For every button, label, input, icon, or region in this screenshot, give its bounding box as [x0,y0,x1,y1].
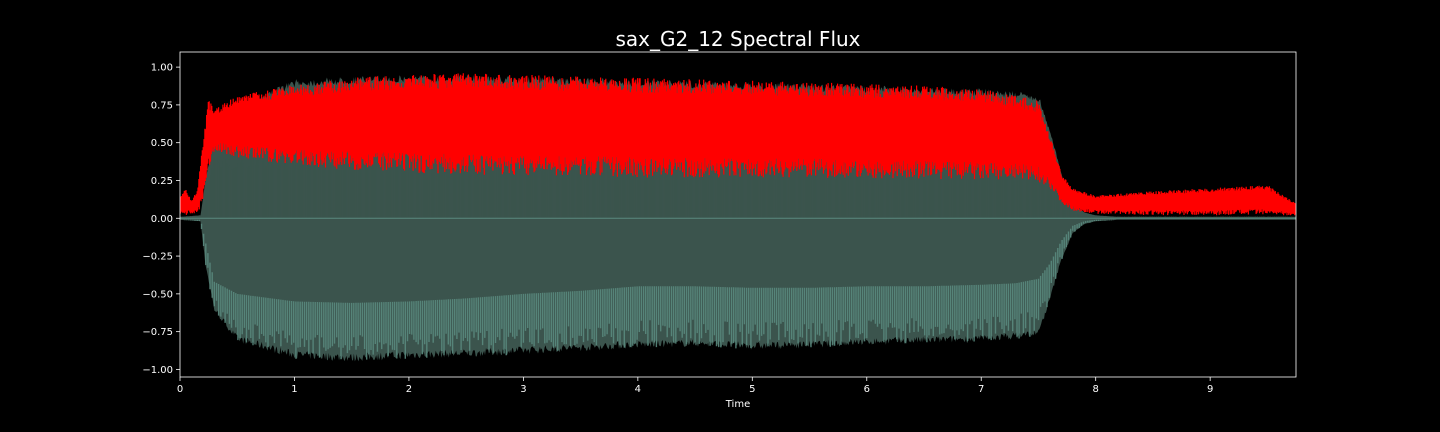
x-tick-label-3: 3 [520,384,526,395]
x-axis-label: Time [725,399,750,410]
y-tick-label-7: −0.75 [142,327,173,338]
y-axis: 1.00 0.75 0.50 0.25 0.00 −0.25 −0.50 −0.75 −1.00 [142,63,180,376]
plot-area [180,73,1296,362]
y-tick-label-3: 0.25 [151,176,173,187]
x-tick-label-8: 8 [1093,384,1099,395]
y-tick-label-2: 0.50 [151,138,173,149]
x-axis: 0 1 2 3 4 5 6 7 8 9 [177,377,1213,395]
x-tick-label-5: 5 [749,384,755,395]
waveform-inner-upper [180,150,1296,219]
y-tick-label-6: −0.50 [142,289,173,300]
x-tick-label-9: 9 [1207,384,1213,395]
x-tick-label-4: 4 [635,384,641,395]
axes-frame [179,51,1297,378]
spectral-flux-line [180,73,1296,216]
x-tick-label-6: 6 [864,384,870,395]
x-tick-label-2: 2 [406,384,412,395]
y-tick-label-5: −0.25 [142,252,173,263]
x-tick-label-1: 1 [291,384,297,395]
chart-title: sax_G2_12 Spectral Flux [615,27,860,51]
y-tick-label-8: −1.00 [142,365,173,376]
y-tick-label-0: 1.00 [151,63,173,74]
waveform-inner-lower [181,219,1117,360]
x-tick-label-0: 0 [177,384,183,395]
y-tick-label-4: 0.00 [151,214,173,225]
x-tick-label-7: 7 [978,384,984,395]
y-tick-label-1: 0.75 [151,100,173,111]
